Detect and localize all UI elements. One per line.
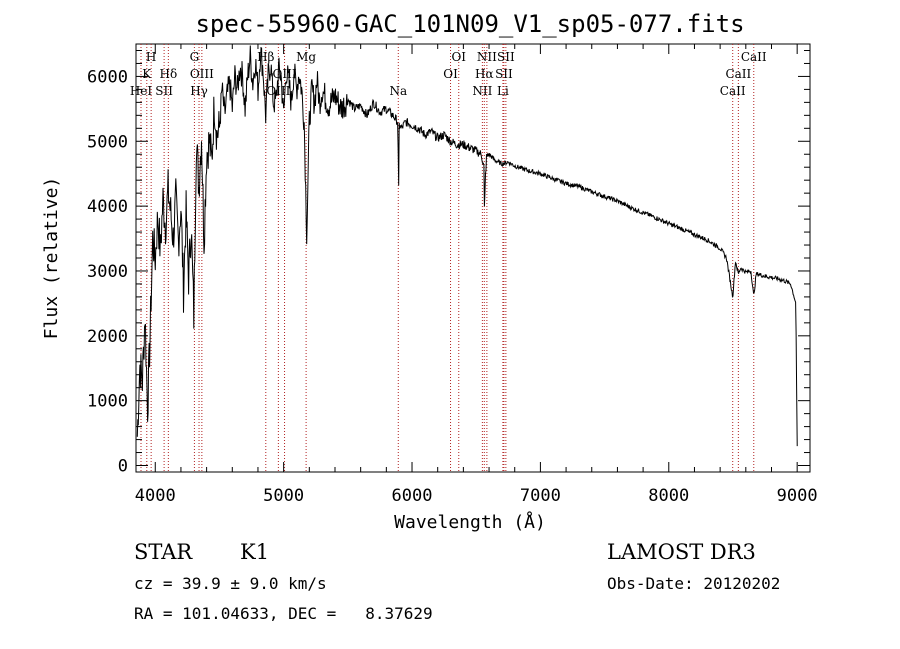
y-tick-label-3: 3000 bbox=[87, 262, 128, 282]
line-label-6: Hγ bbox=[190, 84, 208, 98]
line-label-14: OI bbox=[451, 50, 466, 64]
spectrum-line bbox=[136, 45, 798, 447]
y-tick-label-4: 4000 bbox=[87, 197, 128, 217]
line-label-15: NII bbox=[472, 84, 492, 98]
line-label-5: G bbox=[190, 50, 200, 64]
plot-frame bbox=[135, 43, 811, 473]
x-tick-label-2: 6000 bbox=[392, 486, 433, 506]
x-tick-label-1: 5000 bbox=[263, 486, 304, 506]
line-label-1: K bbox=[142, 67, 152, 81]
line-label-4: Hδ bbox=[160, 67, 178, 81]
line-label-23: CaII bbox=[741, 50, 767, 64]
y-axis-ticks: 0 1000 2000 3000 4000 5000 6000 bbox=[87, 49, 810, 477]
line-label-12: Na bbox=[389, 84, 407, 98]
coordinates: RA = 101.04633, DEC = 8.37629 bbox=[134, 604, 433, 623]
line-label-16: Hα bbox=[475, 67, 494, 81]
object-subclass: K1 bbox=[240, 540, 270, 564]
line-label-20: SII bbox=[497, 50, 515, 64]
y-tick-label-5: 5000 bbox=[87, 132, 128, 152]
spectral-line-labels: HeIKHSIIHδGHγOIIIHβOIIIOIIIMgNaOIOINIIHα… bbox=[130, 50, 767, 98]
y-tick-label-0: 0 bbox=[118, 457, 128, 477]
line-label-19: SII bbox=[495, 67, 513, 81]
chart-title: spec-55960-GAC_101N09_V1_sp05-077.fits bbox=[195, 10, 744, 38]
x-axis-ticks: 4000 5000 6000 7000 8000 9000 bbox=[135, 44, 818, 506]
observation-date: Obs-Date: 20120202 bbox=[607, 574, 781, 593]
y-tick-label-1: 1000 bbox=[87, 392, 128, 412]
redshift-info: cz = 39.9 ± 9.0 km/s bbox=[134, 574, 327, 593]
x-axis-label: Wavelength (Å) bbox=[394, 511, 546, 533]
line-label-7: OIII bbox=[190, 67, 214, 81]
survey-name: LAMOST DR3 bbox=[607, 540, 756, 564]
line-label-0: HeI bbox=[130, 84, 153, 98]
y-tick-label-2: 2000 bbox=[87, 327, 128, 347]
x-tick-label-5: 9000 bbox=[777, 486, 818, 506]
line-label-17: NII bbox=[477, 50, 497, 64]
object-class: STAR bbox=[134, 540, 193, 564]
line-label-13: OI bbox=[443, 67, 458, 81]
line-label-11: Mg bbox=[296, 50, 316, 64]
line-label-21: CaII bbox=[720, 84, 746, 98]
spectral-line-markers bbox=[140, 44, 755, 472]
x-tick-label-3: 7000 bbox=[520, 486, 561, 506]
line-label-8: Hβ bbox=[257, 50, 274, 64]
line-label-3: SII bbox=[155, 84, 173, 98]
line-label-2: H bbox=[146, 50, 156, 64]
y-axis-label: Flux (relative) bbox=[41, 177, 62, 340]
line-label-22: CaII bbox=[725, 67, 751, 81]
x-tick-label-0: 4000 bbox=[135, 486, 176, 506]
line-label-18: Li bbox=[497, 84, 509, 98]
y-tick-label-6: 6000 bbox=[87, 67, 128, 87]
spectrum-series bbox=[136, 45, 798, 447]
x-tick-label-4: 8000 bbox=[648, 486, 689, 506]
line-label-10: OIII bbox=[273, 67, 297, 81]
